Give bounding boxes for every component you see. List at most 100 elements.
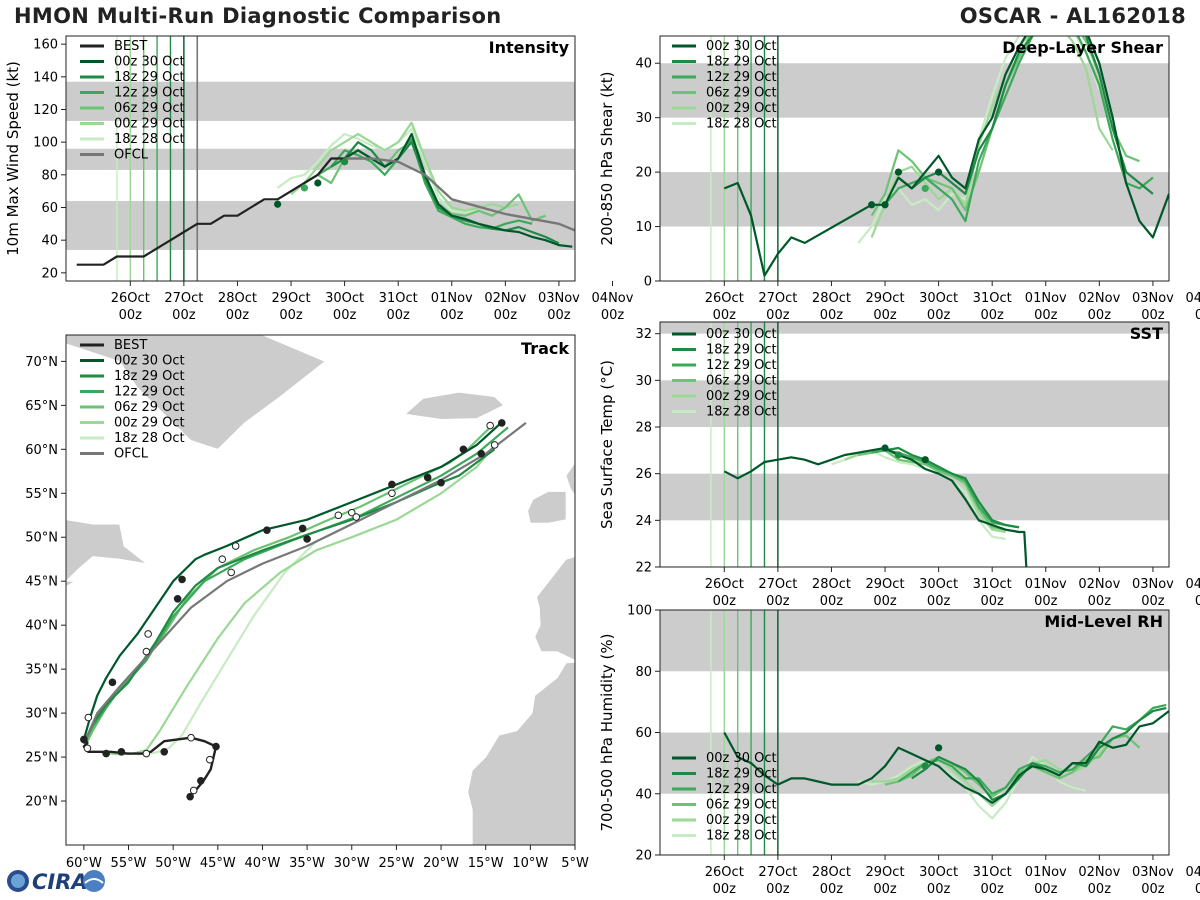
x-tick-day-label: 30Oct — [919, 291, 958, 306]
intensity-series-ofcl — [344, 157, 575, 232]
shear-panel-title: Deep-Layer Shear — [1002, 38, 1163, 57]
intensity-plot-area — [66, 36, 575, 281]
track-position-marker — [108, 678, 117, 687]
land-uk-ireland — [565, 461, 575, 496]
legend-label: 12z 29 Oct — [706, 358, 777, 373]
x-tick-day-label: 31Oct — [973, 577, 1012, 592]
x-tick-day-label: 29Oct — [272, 291, 311, 306]
legend-label: 00z 30 Oct — [114, 354, 185, 369]
legend-label: 00z 29 Oct — [114, 117, 185, 132]
rh-series-00z-30-oct — [723, 710, 1169, 805]
track-position-marker — [218, 555, 227, 564]
track-position-marker — [117, 747, 126, 756]
x-tick-hour-label: 00z — [279, 308, 303, 323]
y-tick-label: 24 — [635, 514, 652, 529]
y-tick-label: 120 — [33, 103, 58, 118]
y-tick-label: 32 — [635, 327, 652, 342]
sst-y-axis-label: Sea Surface Temp (°C) — [598, 360, 616, 529]
x-tick-hour-label: 00z — [1088, 882, 1112, 897]
x-tick-day-label: 26Oct — [111, 291, 150, 306]
intensity-panel: 20 40 60 80 100 120 140 160 26Oct 00z 27Oct 00z 28Oc… — [4, 35, 634, 323]
sst-marker — [881, 444, 889, 452]
legend-label: 00z 30 Oct — [114, 55, 185, 70]
x-tick-hour-label: 00z — [981, 882, 1005, 897]
intensity-y-axis-label: 10m Max Wind Speed (kt) — [4, 61, 22, 256]
rh-series-18z-28-oct — [857, 755, 1087, 820]
reference-band — [660, 473, 1169, 521]
x-tick-day-label: 02Nov — [484, 291, 526, 306]
legend-label: OFCL — [114, 148, 149, 163]
intensity-series-18z-28-oct — [276, 128, 479, 214]
legend-label: 18z 28 Oct — [706, 405, 777, 420]
intensity-panel-title: Intensity — [489, 38, 570, 57]
track-series-12z-29-oct — [82, 426, 509, 745]
track-position-marker — [186, 792, 194, 801]
lon-tick-label: 10°W — [512, 856, 548, 871]
track-position-marker — [173, 594, 182, 603]
x-tick-day-label: 31Oct — [973, 865, 1012, 880]
shear-plot-area — [660, 36, 1169, 281]
land-iceland — [404, 391, 505, 420]
lon-tick-label: 20°W — [423, 856, 459, 871]
rh-marker — [935, 744, 943, 752]
lon-tick-label: 40°W — [245, 856, 281, 871]
x-tick-day-label: 03Nov — [538, 291, 580, 306]
rh-plot-area — [660, 610, 1169, 855]
y-tick-label: 40 — [635, 57, 652, 72]
legend-label: BEST — [114, 338, 147, 353]
y-tick-label: 100 — [33, 136, 58, 151]
legend-label: 00z 30 Oct — [706, 751, 777, 766]
legend-label: 00z 30 Oct — [706, 327, 777, 342]
track-panel: 60°W 55°W 50°W 45°W 40°W 35°W 30°W 25°W 20°W 15°W… — [25, 334, 589, 871]
track-position-marker — [84, 713, 93, 722]
y-tick-label: 22 — [635, 561, 652, 576]
lat-tick-label: 50°N — [25, 531, 58, 546]
y-tick-label: 40 — [41, 234, 58, 249]
land-north-america-coast — [66, 573, 85, 587]
legend-label: 06z 29 Oct — [114, 400, 185, 415]
shear-series-00z-30-oct — [723, 36, 1169, 277]
x-tick-day-label: 28Oct — [812, 577, 851, 592]
track-position-marker — [477, 449, 486, 458]
x-tick-day-label: 30Oct — [919, 865, 958, 880]
y-tick-label: 10 — [635, 220, 652, 235]
legend-label: 18z 29 Oct — [114, 369, 185, 384]
x-tick-day-label: 29Oct — [866, 865, 905, 880]
lon-tick-label: 15°W — [468, 856, 504, 871]
x-tick-day-label: 26Oct — [705, 577, 744, 592]
y-tick-label: 160 — [33, 38, 58, 53]
track-series-18z-29-oct — [82, 448, 496, 745]
track-position-marker — [189, 786, 198, 795]
shear-frame — [659, 35, 1170, 282]
x-tick-day-label: 04Nov — [1186, 577, 1200, 592]
legend-label: 18z 29 Oct — [114, 70, 185, 85]
sst-frame — [659, 321, 1170, 568]
reference-band — [660, 380, 1169, 427]
track-position-marker — [347, 508, 356, 517]
reference-band — [660, 322, 1169, 334]
land-ireland — [527, 491, 567, 524]
track-position-marker — [102, 749, 110, 758]
rh-panel-title: Mid-Level RH — [1044, 612, 1163, 631]
x-tick-day-label: 01Nov — [1025, 577, 1067, 592]
legend-label: 00z 29 Oct — [706, 813, 777, 828]
legend-label: 18z 29 Oct — [706, 343, 777, 358]
y-tick-label: 100 — [627, 604, 652, 619]
x-tick-hour-label: 00z — [1195, 882, 1200, 897]
shear-marker — [868, 201, 876, 209]
legend-label: 18z 29 Oct — [706, 55, 777, 70]
legend-label: 12z 29 Oct — [114, 86, 185, 101]
track-position-marker — [178, 575, 186, 584]
shear-series-12z-29-oct — [884, 36, 1154, 223]
track-position-marker — [142, 749, 151, 758]
track-position-marker — [197, 777, 205, 785]
x-tick-day-label: 03Nov — [1132, 291, 1174, 306]
track-series-ofcl — [84, 422, 527, 740]
track-panel-title: Track — [521, 339, 569, 358]
y-tick-label: 40 — [635, 787, 652, 802]
x-tick-hour-label: 00z — [333, 308, 357, 323]
rh-y-axis-label: 700-500 hPa Humidity (%) — [598, 633, 616, 831]
track-frame — [65, 334, 576, 846]
svg-text:CIRA: CIRA — [32, 870, 88, 894]
legend-label: 18z 28 Oct — [706, 117, 777, 132]
